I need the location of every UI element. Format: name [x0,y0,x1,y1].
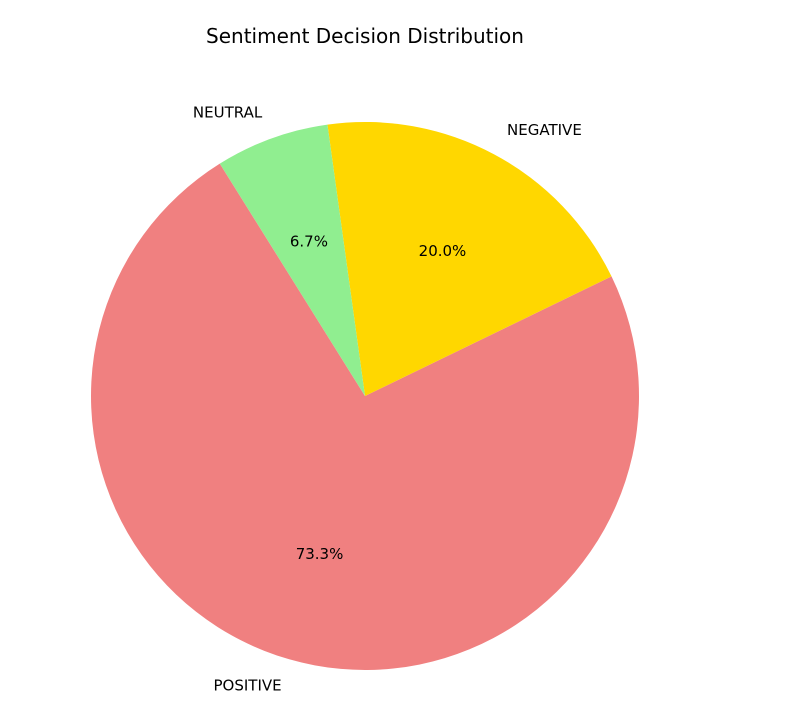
pie-slice-positive [90,163,639,670]
pie-slice-negative [327,122,612,397]
pct-label-positive: 73.3% [296,545,344,563]
pct-label-neutral: 6.7% [290,232,328,250]
pie-slice-neutral [219,124,365,396]
slice-label-neutral: NEUTRAL [193,104,263,122]
slice-label-negative: NEGATIVE [507,121,582,139]
slice-label-positive: POSITIVE [213,677,281,695]
chart-title: Sentiment Decision Distribution [206,24,524,48]
pct-label-negative: 20.0% [419,242,467,260]
